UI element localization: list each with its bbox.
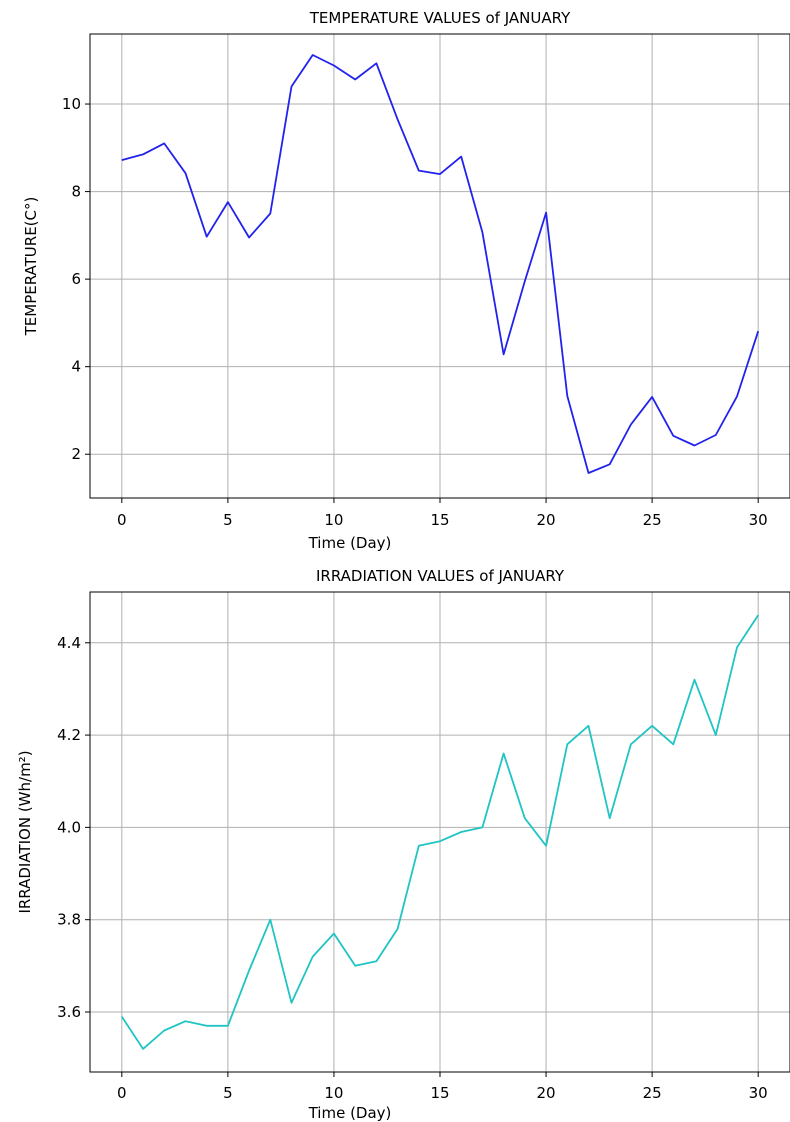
x-tick-label: 15 xyxy=(430,511,449,529)
x-tick-label: 30 xyxy=(749,1084,768,1102)
x-tick-label: 5 xyxy=(223,511,233,529)
x-axis-label: Time (Day) xyxy=(308,534,392,552)
grid xyxy=(90,592,790,1072)
x-tick-label: 10 xyxy=(324,1084,343,1102)
chart-title: IRRADIATION VALUES of JANUARY xyxy=(316,567,565,585)
y-tick-label: 3.8 xyxy=(57,911,81,929)
irradiation-chart: IRRADIATION VALUES of JANUARY 0 5 10 15 20 25… xyxy=(16,567,790,1122)
y-tick-label: 4.2 xyxy=(57,726,81,744)
tick-layer: 0 5 10 15 20 25 30 3.6 3.8 4.0 4.2 4.4 xyxy=(57,634,768,1102)
x-tick-label: 25 xyxy=(643,1084,662,1102)
temperature-chart: TEMPERATURE VALUES of JANUARY 0 5 10 15 20 25… xyxy=(22,9,790,552)
tick-layer: 0 5 10 15 20 25 30 2 4 6 8 10 xyxy=(62,95,768,529)
y-axis-label: TEMPERATURE(C°) xyxy=(22,197,40,337)
x-tick-label: 30 xyxy=(749,511,768,529)
x-tick-label: 5 xyxy=(223,1084,233,1102)
x-tick-label: 20 xyxy=(537,1084,556,1102)
y-tick-label: 10 xyxy=(62,95,81,113)
x-tick-label: 20 xyxy=(537,511,556,529)
series-line xyxy=(121,614,759,1050)
y-tick-label: 4.0 xyxy=(57,818,81,836)
series-layer xyxy=(121,614,759,1050)
grid xyxy=(90,34,790,498)
y-tick-label: 6 xyxy=(71,270,81,288)
x-axis-label: Time (Day) xyxy=(308,1104,392,1122)
x-tick-label: 0 xyxy=(117,511,127,529)
series-layer xyxy=(121,54,760,474)
y-tick-label: 2 xyxy=(71,445,81,463)
y-tick-label: 3.6 xyxy=(57,1003,81,1021)
x-tick-label: 25 xyxy=(643,511,662,529)
y-tick-label: 4 xyxy=(71,358,81,376)
x-tick-label: 0 xyxy=(117,1084,127,1102)
y-axis-label: IRRADIATION (Wh/m²) xyxy=(16,750,34,913)
series-line xyxy=(121,54,760,474)
chart-title: TEMPERATURE VALUES of JANUARY xyxy=(309,9,571,27)
y-tick-label: 8 xyxy=(71,183,81,201)
x-tick-label: 15 xyxy=(430,1084,449,1102)
y-tick-label: 4.4 xyxy=(57,634,81,652)
x-tick-label: 10 xyxy=(324,511,343,529)
